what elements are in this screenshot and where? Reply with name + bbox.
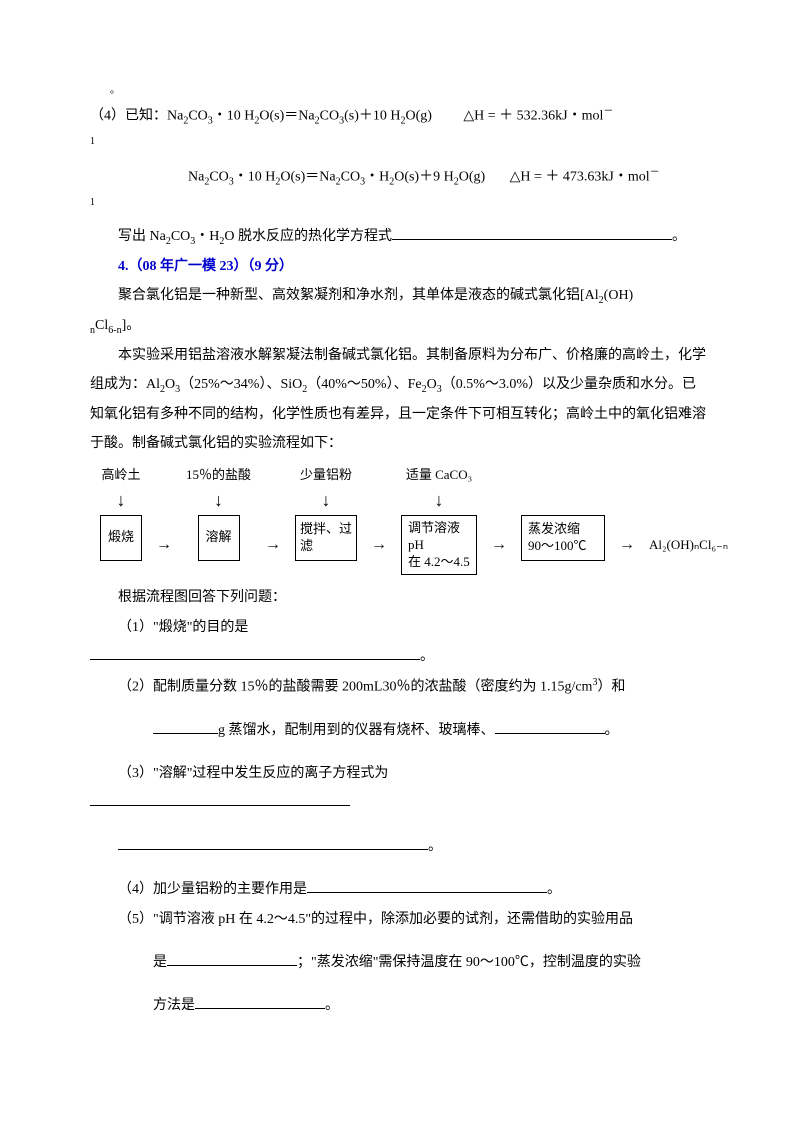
blank-q4 bbox=[307, 878, 547, 893]
stage-4: 适量 CaCO₃ ↓ 调节溶液 pH 在 4.2～4.5 bbox=[401, 467, 477, 576]
box-evap: 蒸发浓缩 90～100℃ bbox=[521, 515, 605, 561]
box-dissolve: 溶解 bbox=[198, 515, 240, 561]
right-arrow: → bbox=[371, 528, 387, 562]
document-page: 。 （4）已知：Na2CO3・10 H2O(s)＝Na2CO3(s)＋10 H2… bbox=[0, 0, 800, 1075]
flow-label-4: 适量 CaCO₃ bbox=[406, 467, 472, 489]
stage-5: 蒸发浓缩 90～100℃ bbox=[521, 467, 605, 561]
stage-1: 高岭土 ↓ 煅烧 bbox=[100, 467, 142, 561]
blank-q3a bbox=[90, 788, 710, 817]
down-arrow: ↓ bbox=[214, 489, 223, 515]
eq-question: 写出 Na2CO3・H2O 脱水反应的热化学方程式。 bbox=[90, 222, 710, 252]
question-3: （3）"溶解"过程中发生反应的离子方程式为 bbox=[90, 759, 710, 788]
down-arrow: ↓ bbox=[117, 489, 126, 515]
question-2b: g 蒸馏水，配制用到的仪器有烧杯、玻璃棒、。 bbox=[90, 716, 710, 745]
blank-q5b bbox=[195, 994, 325, 1009]
blank-thermo bbox=[392, 225, 672, 240]
flow-output: Al₂(OH)ₙCl₆₋ₙ bbox=[649, 531, 728, 558]
q4-p1b: nCl6-n]。 bbox=[90, 311, 710, 341]
tiny-dot: 。 bbox=[90, 80, 710, 101]
delta-h-1: △H = ＋ 532.36kJ・mol bbox=[463, 109, 603, 124]
eq-given-1: （4）已知：Na2CO3・10 H2O(s)＝Na2CO3(s)＋10 H2O(… bbox=[90, 101, 710, 131]
q4-title: 4.（08 年广一模 23）（9 分） bbox=[90, 252, 710, 281]
down-arrow: ↓ bbox=[322, 489, 331, 515]
box-filter: 搅拌、过滤 bbox=[295, 515, 357, 561]
flow-label-1: 高岭土 bbox=[101, 467, 140, 489]
eq-given-2: Na2CO3・10 H2O(s)＝Na2CO3・H2O(s)＋9 H2O(g) … bbox=[90, 162, 710, 192]
q4-p1: 聚合氯化铝是一种新型、高效絮凝剂和净水剂，其单体是液态的碱式氯化铝[Al2(OH… bbox=[90, 281, 710, 311]
questions-intro: 根据流程图回答下列问题： bbox=[90, 583, 710, 612]
box-calc: 煅烧 bbox=[100, 515, 142, 561]
right-arrow: → bbox=[491, 528, 507, 562]
question-5c: 方法是。 bbox=[90, 991, 710, 1020]
question-5: （5）"调节溶液 pH 在 4.2～4.5"的过程中，除添加必要的试剂，还需借助… bbox=[90, 905, 710, 934]
right-arrow: → bbox=[156, 528, 172, 562]
flow-label-3: 少量铝粉 bbox=[300, 467, 352, 489]
question-5b: 是；"蒸发浓缩"需保持温度在 90～100℃，控制温度的实验 bbox=[90, 948, 710, 977]
delta-h-2: △H = ＋ 473.63kJ・mol bbox=[510, 169, 650, 184]
flow-label-2: 15％的盐酸 bbox=[186, 467, 251, 489]
down-arrow: ↓ bbox=[435, 489, 444, 515]
q4-p2: 本实验采用铝盐溶液水解絮凝法制备碱式氯化铝。其制备原料为分布广、价格廉的高岭土，… bbox=[90, 341, 710, 459]
question-4: （4）加少量铝粉的主要作用是。 bbox=[90, 875, 710, 904]
stage-2: 15％的盐酸 ↓ 溶解 bbox=[186, 467, 251, 561]
exp-2: 1 bbox=[90, 192, 710, 222]
blank-q2a bbox=[153, 719, 218, 734]
exp-1: 1 bbox=[90, 131, 710, 161]
question-2: （2）配制质量分数 15％的盐酸需要 200mL30％的浓盐酸（密度约为 1.1… bbox=[90, 672, 710, 702]
blank-q1: 。 bbox=[90, 642, 710, 671]
blank-q5a bbox=[167, 951, 297, 966]
box-ph: 调节溶液 pH 在 4.2～4.5 bbox=[401, 515, 477, 576]
flowchart: 高岭土 ↓ 煅烧 → 15％的盐酸 ↓ 溶解 → 少量铝粉 ↓ 搅拌、过滤 → … bbox=[90, 459, 710, 584]
blank-q2b bbox=[495, 719, 605, 734]
blank-q3b: 。 bbox=[90, 832, 710, 861]
right-arrow: → bbox=[619, 528, 635, 562]
stage-3: 少量铝粉 ↓ 搅拌、过滤 bbox=[295, 467, 357, 561]
right-arrow: → bbox=[265, 528, 281, 562]
question-1: （1）"煅烧"的目的是 bbox=[90, 613, 710, 642]
